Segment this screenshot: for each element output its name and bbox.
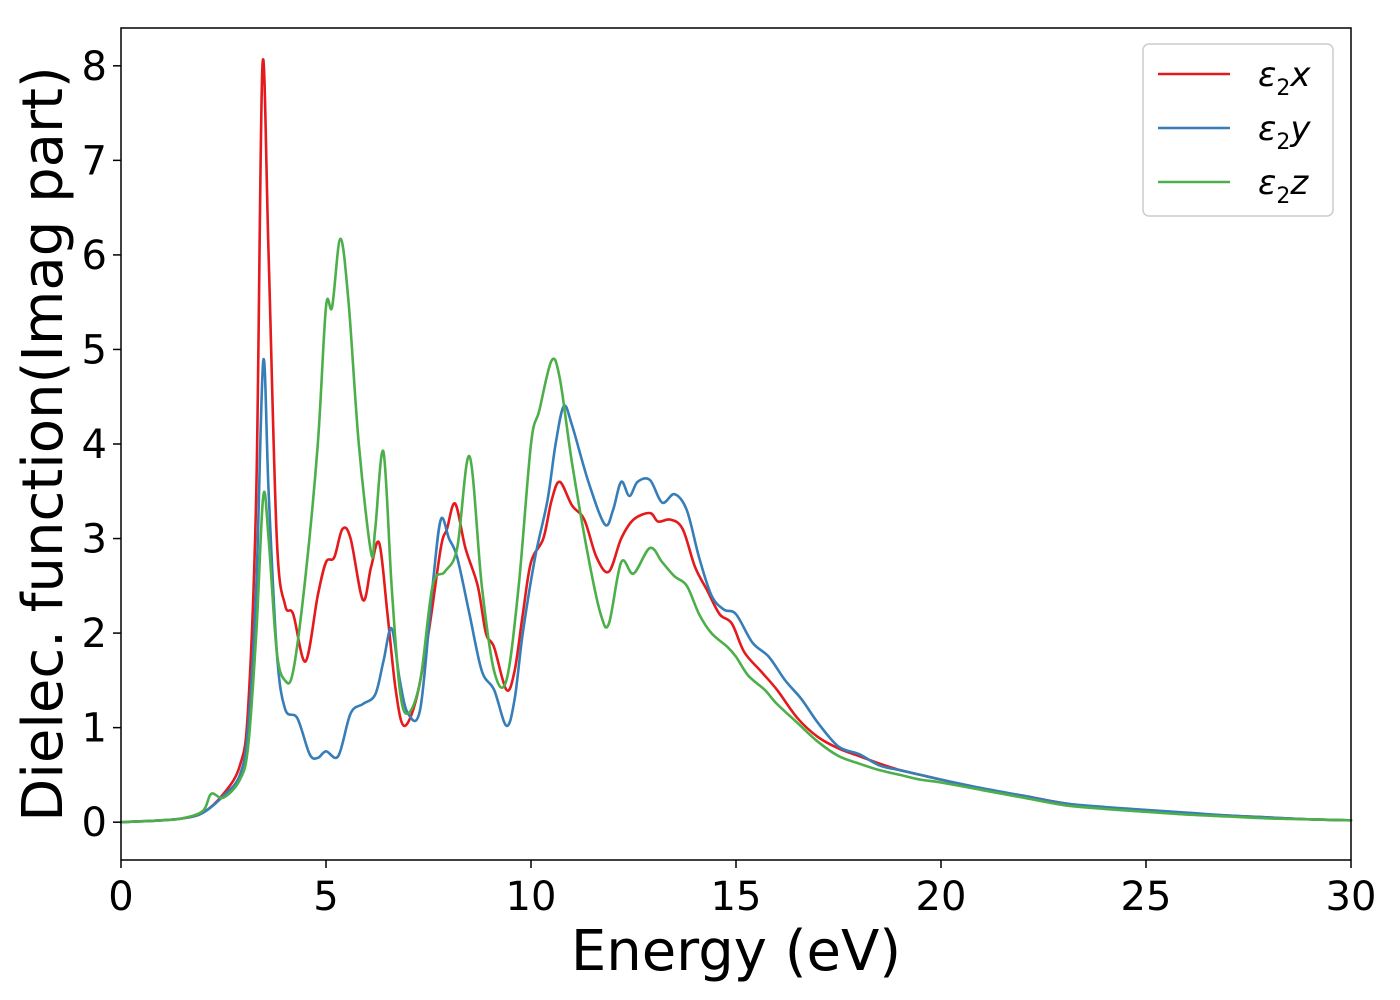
x-tick-label: 5 [313, 874, 338, 920]
series-line-y [119, 357, 1353, 824]
y-axis-ticks: 0 1 2 3 4 5 6 7 8 [82, 44, 121, 846]
y-tick-label: 7 [82, 138, 107, 184]
y-tick-label: 5 [82, 327, 107, 373]
legend-label-y: ε2y [1258, 109, 1311, 155]
x-axis-label: Energy (eV) [571, 919, 901, 984]
y-tick-label: 4 [82, 422, 107, 468]
x-tick-label: 25 [1121, 874, 1172, 920]
legend: ε2x ε2y ε2z [1142, 43, 1334, 217]
x-tick-label: 20 [916, 874, 967, 920]
series-layer [119, 58, 1353, 824]
legend-label-x: ε2x [1258, 55, 1311, 101]
y-tick-label: 8 [82, 44, 107, 90]
x-tick-label: 0 [108, 874, 133, 920]
x-tick-label: 15 [711, 874, 762, 920]
y-tick-label: 0 [82, 800, 107, 846]
x-axis-ticks: 0 5 10 15 20 25 30 [108, 860, 1376, 920]
y-tick-label: 1 [82, 706, 107, 752]
legend-box [1142, 43, 1334, 217]
y-tick-label: 2 [82, 611, 107, 657]
legend-label-z: ε2z [1258, 163, 1309, 209]
series-line-z [119, 237, 1353, 824]
x-tick-label: 10 [506, 874, 557, 920]
x-tick-label: 30 [1326, 874, 1377, 920]
y-axis-label: Dielec. function(Imag part) [11, 66, 76, 822]
y-tick-label: 6 [82, 233, 107, 279]
y-tick-label: 3 [82, 517, 107, 563]
